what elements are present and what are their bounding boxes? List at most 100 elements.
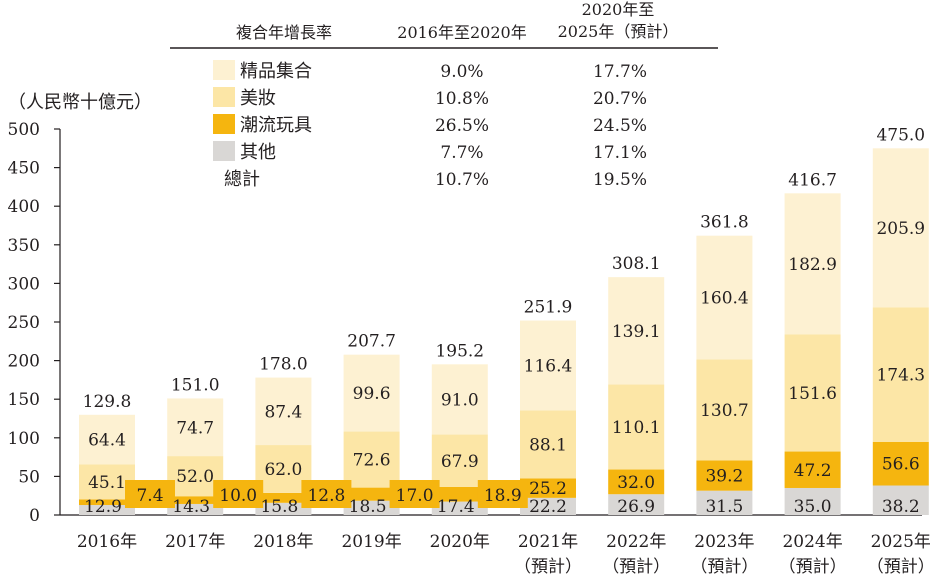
bar-segment (255, 377, 312, 446)
data-label-total: 151.0 (171, 375, 220, 395)
bar-segment (608, 384, 665, 470)
data-label-beauty: 88.1 (529, 435, 567, 455)
bar-segment (784, 193, 841, 335)
bars (79, 148, 929, 515)
bar-segment (431, 434, 488, 487)
bar-segment (872, 485, 929, 515)
x-tick-label: 2017年 (165, 532, 225, 552)
data-label-toy-box (301, 480, 352, 508)
x-tick-label: 2023年 (694, 532, 754, 552)
x-tick-label: 2025年 (871, 532, 930, 552)
data-label-total: 129.8 (83, 392, 132, 412)
x-tick-label: 2020年 (430, 532, 490, 552)
y-tick-label: 350 (8, 236, 40, 256)
y-tick-label: 50 (18, 467, 40, 487)
data-label-toy: 12.8 (307, 486, 345, 506)
x-tick-label-note: （預計） (514, 557, 582, 577)
data-label-beauty: 151.6 (788, 384, 837, 404)
data-label-toy: 47.2 (794, 461, 832, 481)
bar-segment (872, 441, 929, 486)
cagr-row-label: 美妝 (240, 88, 276, 109)
bar-segment (343, 431, 400, 488)
data-label-boutique: 87.4 (264, 402, 302, 422)
x-tick-label-note: （預計） (690, 557, 758, 577)
data-label-total: 195.2 (435, 341, 484, 361)
data-label-total: 475.0 (876, 125, 925, 145)
x-tick-label-note: （預計） (779, 557, 847, 577)
bar-segment (431, 501, 488, 515)
x-tick-label: 2019年 (341, 532, 401, 552)
y-tick-label: 200 (8, 352, 40, 372)
bar-segment (784, 334, 841, 452)
bar-segment (255, 492, 312, 503)
y-tick-label: 150 (8, 390, 40, 410)
data-label-boutique: 99.6 (353, 384, 391, 404)
bar-segment (520, 497, 576, 515)
data-label-total: 361.8 (700, 213, 749, 233)
data-label-beauty: 72.6 (353, 451, 391, 471)
bar-segment (343, 354, 400, 432)
data-label-toy-box (477, 480, 528, 508)
data-label-other: 18.5 (349, 497, 387, 517)
data-label-toy: 10.0 (219, 486, 257, 506)
data-label-other: 12.9 (84, 497, 122, 517)
bar-segment (872, 307, 929, 442)
x-tick-label-note: （預計） (867, 557, 930, 577)
data-label-boutique: 116.4 (524, 356, 573, 376)
data-label-boutique: 205.9 (876, 219, 925, 239)
data-label-boutique: 64.4 (88, 431, 126, 451)
data-label-boutique: 182.9 (788, 255, 837, 275)
data-label-total: 207.7 (347, 332, 396, 352)
bar-segment (608, 277, 665, 385)
x-tick-label: 2022年 (606, 532, 666, 552)
cagr-header-label: 複合年增長率 (236, 23, 332, 42)
data-label-toy-box (389, 480, 440, 508)
data-label-total: 416.7 (788, 170, 837, 190)
data-label-other: 35.0 (794, 497, 832, 517)
cagr-row-2020-2025: 20.7% (593, 89, 647, 109)
y-tick-label: 500 (8, 120, 40, 140)
data-label-other: 38.2 (882, 497, 920, 517)
bar-segment (784, 487, 841, 515)
x-tick-label-note: （預計） (602, 557, 670, 577)
cagr-row-2020-2025: 19.5% (593, 170, 647, 190)
y-tick-label: 250 (8, 313, 40, 333)
bar-segment (167, 503, 224, 515)
cagr-table: 複合年增長率 2016年至2020年 2020年至 2025年（預計） 精品集合… (170, 0, 718, 190)
cagr-row-2016-2020: 10.7% (435, 170, 489, 190)
x-tick-label: 2021年 (518, 532, 578, 552)
cagr-row-2016-2020: 7.7% (440, 143, 483, 163)
y-tick-label: 400 (8, 197, 40, 217)
data-label-other: 15.8 (260, 497, 298, 517)
data-label-total: 251.9 (524, 298, 573, 318)
bar-segment (431, 486, 488, 502)
data-label-other: 17.4 (437, 497, 475, 517)
bar-segment (608, 469, 665, 495)
cagr-header-period2-line2: 2025年（預計） (558, 22, 679, 41)
cagr-row-2020-2025: 17.7% (593, 62, 647, 82)
cagr-header-period1: 2016年至2020年 (397, 23, 526, 42)
legend-swatch (213, 87, 235, 107)
data-label-toy: 17.0 (396, 486, 434, 506)
bar-segment (79, 414, 135, 465)
data-label-other: 31.5 (705, 497, 743, 517)
data-label-beauty: 110.1 (612, 418, 661, 438)
bar-segment (872, 148, 929, 308)
data-label-beauty: 52.0 (176, 467, 214, 487)
data-label-boutique: 74.7 (176, 418, 214, 438)
x-tick-label: 2018年 (253, 532, 313, 552)
bar-segment (343, 500, 400, 515)
data-label-boutique: 160.4 (700, 289, 749, 309)
bar-segment (696, 490, 753, 515)
data-label-total: 308.1 (612, 254, 661, 274)
data-label-toy: 7.4 (136, 486, 163, 506)
cagr-row-2016-2020: 26.5% (435, 116, 489, 136)
y-tick-label: 100 (8, 429, 40, 449)
bar-segment (167, 496, 224, 504)
cagr-row-2020-2025: 24.5% (593, 116, 647, 136)
cagr-row-2020-2025: 17.1% (593, 143, 647, 163)
data-label-toy-box (125, 480, 175, 508)
data-label-beauty: 45.1 (88, 473, 126, 493)
data-label-boutique: 91.0 (441, 390, 479, 410)
